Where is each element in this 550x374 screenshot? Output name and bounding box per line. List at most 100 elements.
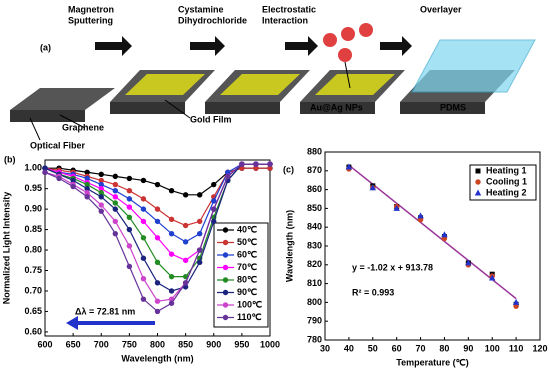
- marker: [140, 206, 147, 212]
- marker: [84, 190, 90, 196]
- marker: [126, 263, 133, 270]
- legend-label: Heating 1: [486, 165, 527, 175]
- y-tick-label: 0.90: [24, 203, 42, 213]
- legend-marker: [222, 302, 229, 308]
- marker: [489, 274, 496, 281]
- nanoparticle: [338, 48, 352, 62]
- y-axis-label: Wavelength (nm): [284, 210, 294, 282]
- marker: [98, 194, 104, 200]
- part-label: Optical Fiber: [30, 140, 86, 150]
- marker: [84, 169, 90, 175]
- y-tick-label: 0.65: [24, 306, 42, 316]
- y-tick-label: 790: [307, 316, 322, 326]
- fiber-slab: [10, 110, 85, 122]
- marker: [126, 226, 133, 233]
- gold-film: [125, 74, 205, 95]
- marker: [154, 235, 161, 241]
- marker: [140, 255, 147, 261]
- step-label: Overlayer: [420, 4, 462, 14]
- marker: [98, 190, 104, 196]
- marker: [182, 273, 189, 280]
- step-label: Dihydrochloride: [178, 15, 247, 25]
- marker: [182, 192, 189, 198]
- marker: [98, 181, 104, 188]
- marker: [196, 218, 203, 225]
- step-arrow: [380, 36, 412, 56]
- part-label: Au@Ag NPs: [310, 102, 363, 112]
- x-tick-label: 900: [206, 339, 221, 349]
- marker: [196, 247, 203, 253]
- legend-marker: [475, 179, 481, 185]
- marker: [168, 187, 175, 194]
- x-tick-label: 50: [368, 343, 378, 353]
- x-tick-label: 1000: [260, 339, 280, 349]
- x-tick-label: 70: [416, 343, 426, 353]
- x-tick-label: 110: [509, 343, 524, 353]
- legend-box: [469, 164, 537, 201]
- marker: [168, 251, 175, 257]
- marker: [112, 187, 119, 194]
- x-tick-label: 700: [94, 339, 109, 349]
- marker: [267, 161, 273, 167]
- y-tick-label: 870: [307, 165, 322, 175]
- pdms-layer: [411, 39, 536, 93]
- marker: [512, 298, 520, 305]
- step-label: Cystamine: [178, 4, 224, 14]
- marker: [140, 177, 147, 184]
- x-tick-label: 600: [37, 339, 52, 349]
- marker: [84, 175, 90, 182]
- marker: [112, 230, 119, 237]
- marker: [168, 273, 175, 280]
- y-tick-label: 0.75: [24, 265, 42, 275]
- marker: [182, 280, 189, 286]
- marker: [465, 259, 472, 266]
- y-tick-label: 800: [307, 297, 322, 307]
- x-axis-label: Temperature (℃): [396, 357, 468, 367]
- marker: [267, 165, 273, 171]
- marker: [140, 296, 147, 302]
- legend-label: 100℃: [237, 299, 262, 309]
- marker: [225, 169, 231, 175]
- x-tick-label: 80: [439, 343, 449, 353]
- marker: [345, 163, 353, 170]
- x-tick-label: 40: [344, 343, 354, 353]
- legend-marker: [475, 168, 481, 174]
- step-arrow: [190, 36, 225, 56]
- marker: [112, 218, 119, 225]
- legend-marker: [222, 264, 229, 271]
- legend-marker: [222, 239, 229, 246]
- marker: [168, 288, 175, 294]
- legend-marker: [222, 277, 229, 283]
- marker: [154, 298, 161, 304]
- gold-film: [315, 74, 395, 95]
- legend-box: [213, 222, 269, 328]
- marker: [112, 206, 119, 212]
- marker: [168, 300, 175, 306]
- panel-label: (a): [40, 42, 51, 52]
- marker: [126, 175, 133, 182]
- panel-label: (b): [4, 154, 16, 164]
- legend-marker: [474, 189, 482, 196]
- marker: [112, 173, 119, 180]
- part-label: Graphene: [62, 122, 104, 132]
- shift-arrow: [66, 316, 155, 330]
- marker: [154, 308, 161, 315]
- step-label: Sputtering: [68, 15, 113, 25]
- y-tick-label: 1.00: [24, 163, 42, 173]
- marker: [112, 181, 119, 188]
- y-tick-label: 820: [307, 259, 322, 269]
- y-tick-label: 0.70: [24, 285, 42, 295]
- marker: [126, 204, 133, 210]
- marker: [112, 194, 119, 200]
- y-tick-label: 780: [307, 334, 322, 344]
- legend-label: Cooling 1: [486, 176, 527, 186]
- marker: [84, 181, 90, 188]
- callout: [344, 61, 351, 89]
- annotation: Δλ = 72.81 nm: [75, 306, 135, 316]
- gold-film: [220, 74, 300, 95]
- marker: [154, 280, 161, 286]
- equation: y = -1.02 x + 913.78: [352, 262, 433, 272]
- fiber-slab: [400, 102, 485, 114]
- legend-label: 110℃: [237, 312, 262, 322]
- marker: [126, 214, 133, 221]
